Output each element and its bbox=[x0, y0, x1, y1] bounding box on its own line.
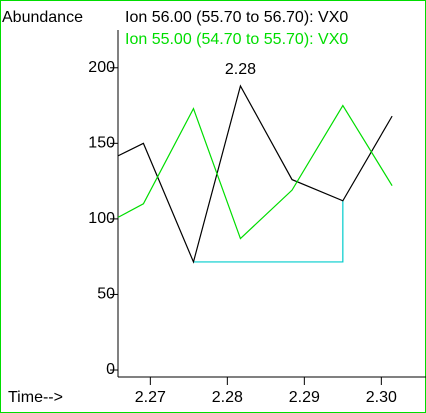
legend-entry: Ion 56.00 (55.70 to 56.70): VX0 bbox=[125, 9, 348, 26]
line bbox=[117, 84, 393, 264]
x-tick-label: 2.27 bbox=[135, 389, 166, 406]
y-tick-label: 50 bbox=[97, 286, 115, 303]
legend-entry: Ion 55.00 (54.70 to 55.70): VX0 bbox=[125, 31, 348, 48]
x-tick-label: 2.29 bbox=[289, 389, 320, 406]
y-tick-label: 0 bbox=[106, 361, 115, 378]
x-axis-label: Time--> bbox=[8, 389, 63, 406]
peak-label: 2.28 bbox=[225, 61, 256, 78]
y-tick-label: 100 bbox=[88, 210, 115, 227]
line bbox=[117, 104, 393, 240]
integration-baseline bbox=[193, 200, 344, 263]
y-tick-label: 200 bbox=[88, 59, 115, 76]
x-tick-label: 2.30 bbox=[366, 389, 397, 406]
y-tick-label: 150 bbox=[88, 135, 115, 152]
x-tick-label: 2.28 bbox=[212, 389, 243, 406]
y-axis-label: Abundance bbox=[2, 9, 83, 26]
